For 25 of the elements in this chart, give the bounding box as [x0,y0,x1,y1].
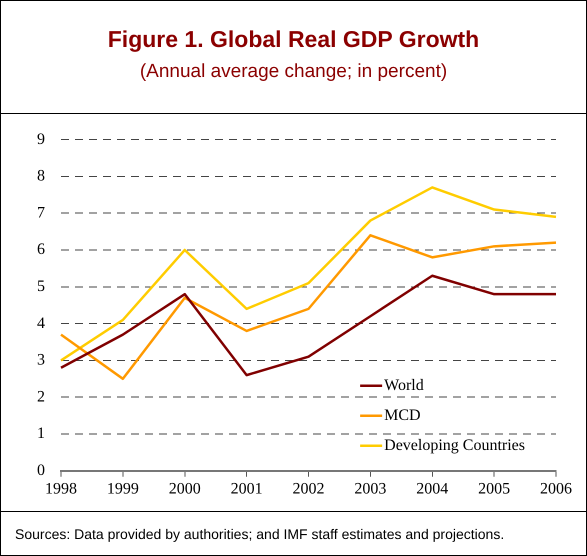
y-tick-label: 7 [37,204,45,222]
y-tick-label: 2 [37,388,45,406]
y-tick-label: 1 [37,425,45,442]
chart-title: Figure 1. Global Real GDP Growth [106,25,480,53]
x-tick-label: 2003 [354,480,386,498]
y-tick-label: 3 [37,352,45,369]
x-tick-label: 2001 [230,480,263,498]
x-tick-label: 2002 [292,480,324,498]
x-tick-label: 2005 [478,480,510,498]
x-tick-label: 2004 [416,480,448,498]
y-tick-label: 9 [37,130,45,148]
x-tick-label: 1998 [45,480,77,498]
x-tick-label: 2006 [540,480,572,498]
y-tick-label: 4 [37,314,45,332]
legend-label: World [384,377,424,394]
y-tick-label: 6 [37,241,45,258]
chart-subtitle: (Annual average change; in percent) [138,61,448,83]
legend-label: Developing Countries [384,437,526,454]
x-tick-label: 1999 [106,480,139,498]
y-tick-label: 5 [37,278,45,296]
y-tick-label: 0 [37,462,45,480]
x-tick-label: 2000 [168,480,201,498]
legend-label: MCD [384,407,421,424]
source-note: Sources: Data provided by authorities; and IMF staff estimates and projections. [1,511,586,555]
y-tick-label: 8 [37,168,45,185]
